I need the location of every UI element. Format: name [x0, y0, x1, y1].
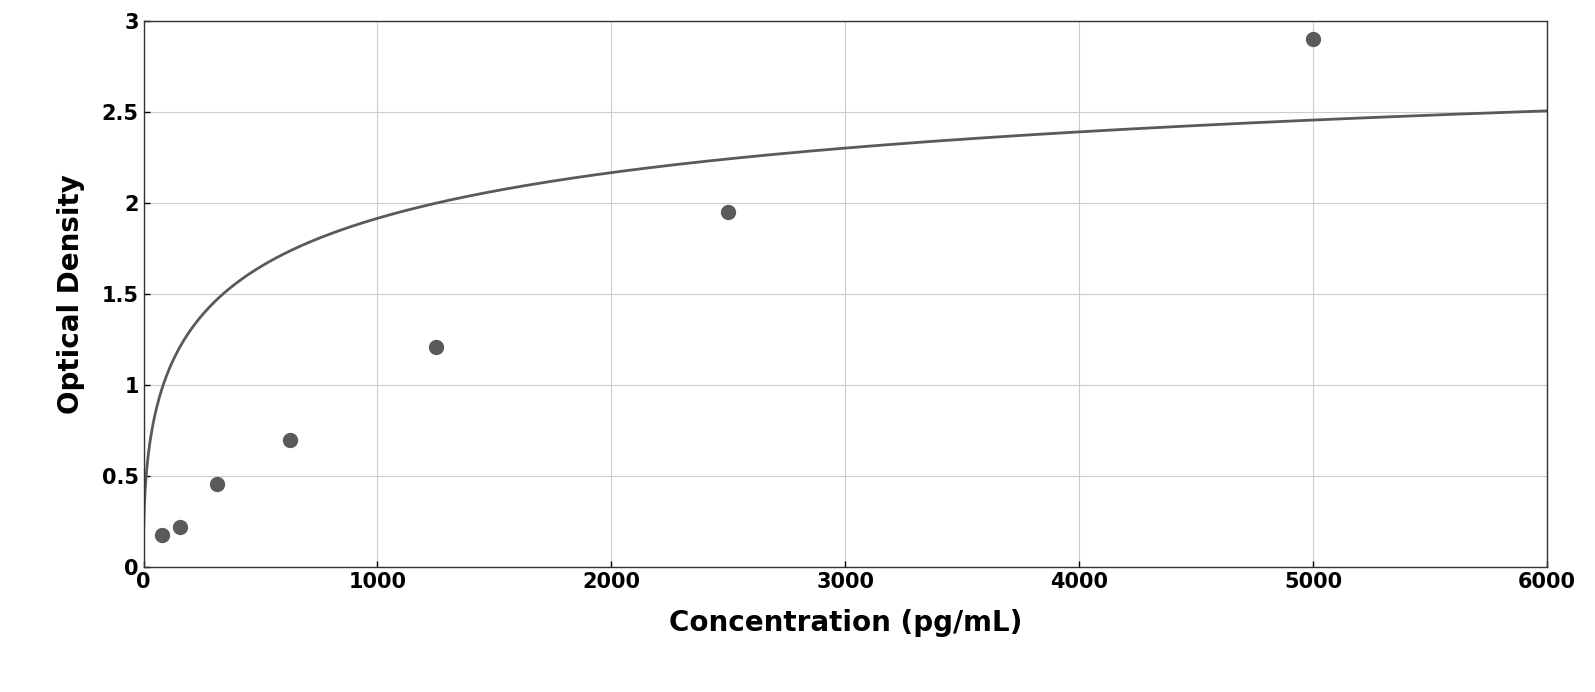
Y-axis label: Optical Density: Optical Density — [57, 174, 85, 414]
Point — [167, 522, 193, 533]
Point — [204, 478, 230, 489]
X-axis label: Concentration (pg/mL): Concentration (pg/mL) — [668, 609, 1022, 637]
Point — [1300, 33, 1325, 44]
Point — [423, 341, 448, 352]
Point — [148, 529, 174, 540]
Point — [278, 435, 303, 446]
Point — [716, 207, 742, 218]
